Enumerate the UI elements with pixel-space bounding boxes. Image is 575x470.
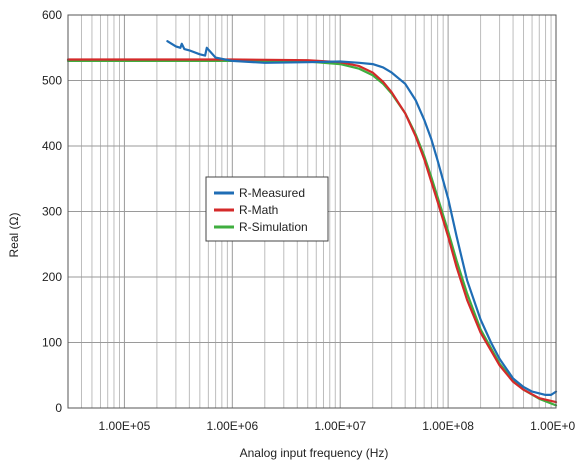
plot-frame bbox=[67, 14, 557, 409]
series-line-r-measured bbox=[166, 40, 558, 396]
y-tick-label: 200 bbox=[42, 270, 62, 284]
y-tick-label: 600 bbox=[42, 8, 62, 22]
x-tick-label: 1.00E+09 bbox=[530, 419, 575, 433]
legend-label-math: R-Math bbox=[239, 203, 278, 217]
legend-label-measured: R-Measured bbox=[239, 186, 305, 200]
tick-labels: 1.00E+05 1.00E+06 1.00E+07 1.00E+08 1.00E+09… bbox=[42, 8, 575, 433]
x-tick-label: 1.00E+06 bbox=[206, 419, 258, 433]
y-tick-label: 500 bbox=[42, 74, 62, 88]
y-tick-label: 0 bbox=[55, 401, 62, 415]
y-tick-label: 300 bbox=[42, 205, 62, 219]
x-tick-label: 1.00E+07 bbox=[314, 419, 366, 433]
x-axis-title: Analog input frequency (Hz) bbox=[240, 446, 389, 460]
legend: R-Measured R-Math R-Simulation bbox=[205, 176, 329, 242]
y-tick-label: 100 bbox=[42, 336, 62, 350]
x-tick-label: 1.00E+08 bbox=[422, 419, 474, 433]
series-lines bbox=[66, 40, 558, 407]
y-axis-title: Real (Ω) bbox=[7, 213, 21, 258]
y-tick-label: 400 bbox=[42, 139, 62, 153]
series-line-r-math bbox=[66, 58, 558, 404]
x-tick-label: 1.00E+05 bbox=[99, 419, 151, 433]
legend-label-simulation: R-Simulation bbox=[239, 220, 308, 234]
